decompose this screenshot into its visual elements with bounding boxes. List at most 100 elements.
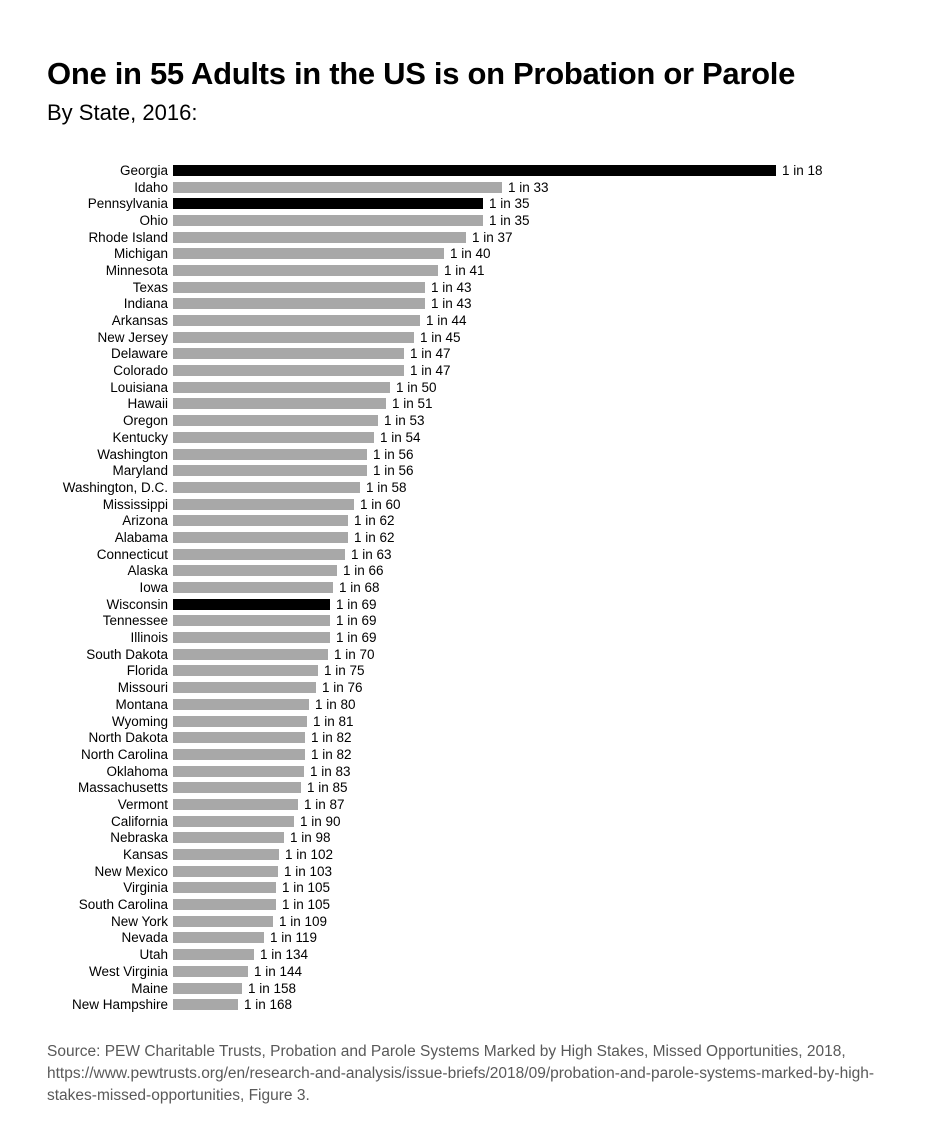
chart-row: Maine 1 in 158: [47, 980, 946, 997]
chart-row: South Carolina 1 in 105: [47, 896, 946, 913]
value-label: 1 in 76: [322, 680, 363, 696]
chart-row: North Dakota 1 in 82: [47, 729, 946, 746]
chart-row: Idaho 1 in 33: [47, 179, 946, 196]
state-label: New Hampshire: [71, 997, 168, 1013]
state-label: Maine: [131, 980, 168, 996]
chart-row: Washington 1 in 56: [47, 446, 946, 463]
state-label: Hawaii: [127, 396, 168, 412]
chart-row: Oregon 1 in 53: [47, 412, 946, 429]
bar: [173, 565, 337, 577]
chart-row: New Hampshire 1 in 168: [47, 996, 946, 1013]
state-label: Idaho: [134, 179, 168, 195]
bar: [173, 999, 238, 1011]
chart-row: Delaware 1 in 47: [47, 346, 946, 363]
state-label: North Dakota: [88, 730, 168, 746]
value-label: 1 in 43: [431, 279, 472, 295]
chart-row: New Jersey 1 in 45: [47, 329, 946, 346]
bar: [173, 281, 425, 293]
source-line: https://www.pewtrusts.org/en/research-an…: [47, 1065, 875, 1083]
value-label: 1 in 87: [304, 796, 345, 812]
source-line: Source: PEW Charitable Trusts, Probation…: [47, 1043, 846, 1061]
state-label: Alabama: [114, 529, 168, 545]
state-label: Massachusetts: [77, 780, 168, 796]
bar: [173, 632, 330, 644]
state-label: New Jersey: [97, 329, 168, 345]
value-label: 1 in 69: [336, 630, 377, 646]
state-label: Alaska: [127, 563, 168, 579]
chart-row: Alabama 1 in 62: [47, 529, 946, 546]
state-label: South Carolina: [78, 897, 168, 913]
value-label: 1 in 82: [311, 730, 352, 746]
chart-row: Washington, D.C. 1 in 58: [47, 479, 946, 496]
bar: [173, 798, 298, 810]
bar: [173, 515, 348, 527]
value-label: 1 in 56: [373, 463, 414, 479]
value-label: 1 in 81: [313, 713, 354, 729]
bar: [173, 815, 294, 827]
bar: [173, 949, 254, 961]
bar: [173, 415, 378, 427]
chart-row: Maryland 1 in 56: [47, 462, 946, 479]
bar: [173, 365, 404, 377]
value-label: 1 in 85: [307, 780, 348, 796]
state-label: Georgia: [119, 162, 168, 178]
value-label: 1 in 53: [384, 413, 425, 429]
value-label: 1 in 68: [339, 580, 380, 596]
value-label: 1 in 35: [489, 212, 530, 228]
value-label: 1 in 40: [450, 246, 491, 262]
state-label: Oklahoma: [106, 763, 168, 779]
state-label: Mississippi: [102, 496, 168, 512]
value-label: 1 in 60: [360, 496, 401, 512]
bar: [173, 615, 330, 627]
bar: [173, 598, 330, 610]
bar-chart: Georgia 1 in 18 Idaho 1 in 33 Pennsylvania 1 …: [47, 162, 946, 1013]
state-label: Washington: [97, 446, 168, 462]
bar: [173, 765, 304, 777]
state-label: Connecticut: [96, 546, 168, 562]
state-label: Washington, D.C.: [62, 479, 168, 495]
chart-row: Connecticut 1 in 63: [47, 546, 946, 563]
chart-row: Rhode Island 1 in 37: [47, 229, 946, 246]
value-label: 1 in 102: [285, 847, 334, 863]
bar: [173, 298, 425, 310]
chart-row: Hawaii 1 in 51: [47, 396, 946, 413]
chart-row: Ohio 1 in 35: [47, 212, 946, 229]
chart-row: Oklahoma 1 in 83: [47, 763, 946, 780]
value-label: 1 in 62: [354, 529, 395, 545]
page: One in 55 Adults in the US is on Probati…: [47, 56, 946, 1105]
chart-row: North Carolina 1 in 82: [47, 746, 946, 763]
value-label: 1 in 168: [244, 997, 293, 1013]
value-label: 1 in 66: [343, 563, 384, 579]
bar: [173, 882, 276, 894]
value-label: 1 in 43: [431, 296, 472, 312]
value-label: 1 in 54: [380, 429, 421, 445]
bar: [173, 331, 414, 343]
chart-row: Kentucky 1 in 54: [47, 429, 946, 446]
value-label: 1 in 47: [410, 346, 451, 362]
bar: [173, 448, 367, 460]
chart-row: West Virginia 1 in 144: [47, 963, 946, 980]
value-label: 1 in 82: [311, 746, 352, 762]
chart-row: Vermont 1 in 87: [47, 796, 946, 813]
state-label: Arkansas: [111, 313, 168, 329]
chart-row: Minnesota 1 in 41: [47, 262, 946, 279]
value-label: 1 in 47: [410, 363, 451, 379]
bar: [173, 381, 390, 393]
bar: [173, 431, 374, 443]
bar: [173, 164, 776, 176]
chart-row: Missouri 1 in 76: [47, 679, 946, 696]
chart-row: New Mexico 1 in 103: [47, 863, 946, 880]
value-label: 1 in 134: [260, 947, 309, 963]
state-label: Florida: [126, 663, 168, 679]
source-line: stakes-missed-opportunities, Figure 3.: [47, 1087, 310, 1105]
state-label: Kansas: [122, 847, 168, 863]
chart-row: Massachusetts 1 in 85: [47, 779, 946, 796]
value-label: 1 in 45: [420, 329, 461, 345]
value-label: 1 in 105: [282, 897, 331, 913]
value-label: 1 in 69: [336, 596, 377, 612]
chart-row: Pennsylvania 1 in 35: [47, 195, 946, 212]
bar: [173, 832, 284, 844]
state-label: North Carolina: [80, 746, 168, 762]
state-label: Wisconsin: [106, 596, 168, 612]
bar: [173, 498, 354, 510]
